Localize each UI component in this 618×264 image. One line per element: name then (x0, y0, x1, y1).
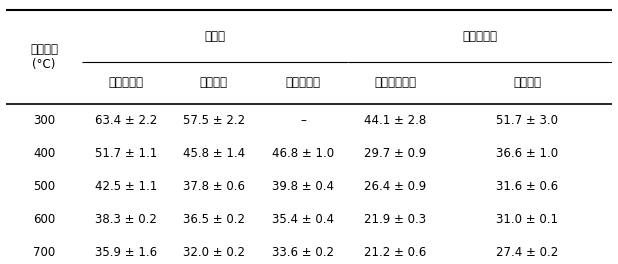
Text: 42.5 ± 1.1: 42.5 ± 1.1 (95, 180, 157, 193)
Text: 51.7 ± 1.1: 51.7 ± 1.1 (95, 147, 157, 160)
Text: 29.7 ± 0.9: 29.7 ± 0.9 (364, 147, 426, 160)
Text: 버섯페배지: 버섯페배지 (463, 30, 497, 43)
Text: 37.8 ± 0.6: 37.8 ± 0.6 (182, 180, 245, 193)
Text: 소나무수피: 소나무수피 (108, 76, 143, 89)
Text: 수피류: 수피류 (205, 30, 226, 43)
Text: 39.8 ± 0.4: 39.8 ± 0.4 (272, 180, 334, 193)
Text: 51.7 ± 3.0: 51.7 ± 3.0 (496, 114, 558, 127)
Text: 신갈나무골목: 신갈나무골목 (375, 76, 417, 89)
Text: 35.4 ± 0.4: 35.4 ± 0.4 (272, 213, 334, 226)
Text: 21.9 ± 0.3: 21.9 ± 0.3 (364, 213, 426, 226)
Text: 46.8 ± 1.0: 46.8 ± 1.0 (272, 147, 334, 160)
Text: 27.4 ± 0.2: 27.4 ± 0.2 (496, 246, 558, 259)
Text: 38.3 ± 0.2: 38.3 ± 0.2 (95, 213, 157, 226)
Text: 45.8 ± 1.4: 45.8 ± 1.4 (182, 147, 245, 160)
Text: 300: 300 (33, 114, 55, 127)
Text: 36.5 ± 0.2: 36.5 ± 0.2 (182, 213, 245, 226)
Text: 배지골목: 배지골목 (513, 76, 541, 89)
Text: 31.0 ± 0.1: 31.0 ± 0.1 (496, 213, 558, 226)
Text: 500: 500 (33, 180, 55, 193)
Text: 44.1 ± 2.8: 44.1 ± 2.8 (364, 114, 426, 127)
Text: 35.9 ± 1.6: 35.9 ± 1.6 (95, 246, 157, 259)
Text: 700: 700 (33, 246, 55, 259)
Text: 600: 600 (33, 213, 55, 226)
Text: 낙엽송수피: 낙엽송수피 (286, 76, 321, 89)
Text: 32.0 ± 0.2: 32.0 ± 0.2 (182, 246, 245, 259)
Text: 57.5 ± 2.2: 57.5 ± 2.2 (182, 114, 245, 127)
Text: 63.4 ± 2.2: 63.4 ± 2.2 (95, 114, 157, 127)
Text: –: – (300, 114, 306, 127)
Text: 편백수피: 편백수피 (200, 76, 227, 89)
Text: 36.6 ± 1.0: 36.6 ± 1.0 (496, 147, 558, 160)
Text: 31.6 ± 0.6: 31.6 ± 0.6 (496, 180, 558, 193)
Text: 33.6 ± 0.2: 33.6 ± 0.2 (272, 246, 334, 259)
Text: 21.2 ± 0.6: 21.2 ± 0.6 (364, 246, 426, 259)
Text: 26.4 ± 0.9: 26.4 ± 0.9 (364, 180, 426, 193)
Text: 탄화온도
(°C): 탄화온도 (°C) (30, 43, 58, 71)
Text: 400: 400 (33, 147, 55, 160)
